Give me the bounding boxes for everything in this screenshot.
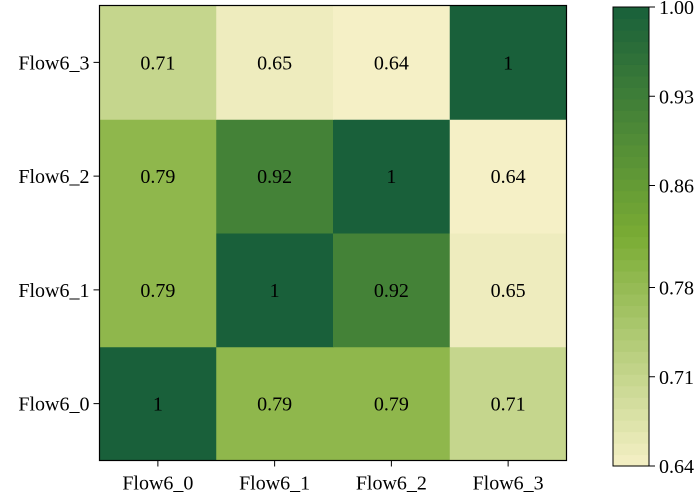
y-tick-label: Flow6_0 [18, 394, 89, 416]
heatmap-cells [99, 5, 567, 461]
heatmap-cell [333, 119, 451, 234]
heatmap-cell [216, 119, 334, 234]
heatmap-cell [449, 119, 567, 234]
cell-value-label: 1 [386, 166, 396, 188]
heatmap-cell [333, 346, 451, 461]
colorbar-band [613, 259, 649, 272]
colorbar-tick-label: 0.78 [659, 278, 694, 300]
colorbar-band [613, 316, 649, 329]
colorbar-band [613, 282, 649, 295]
colorbar-tick-label: 1.00 [659, 0, 694, 19]
colorbar-band [613, 385, 649, 398]
colorbar-band [613, 270, 649, 283]
heatmap-cell [99, 346, 217, 461]
colorbar-band [613, 190, 649, 203]
x-tick-label: Flow6_3 [473, 473, 544, 495]
colorbar-band [613, 64, 649, 77]
cell-value-label: 0.92 [374, 280, 409, 302]
colorbar-band [613, 420, 649, 433]
heatmap-cell [216, 233, 334, 348]
colorbar-band [613, 293, 649, 306]
colorbar-band [613, 213, 649, 226]
heatmap-cell [449, 5, 567, 120]
colorbar-band [613, 339, 649, 352]
heatmap-cell [449, 233, 567, 348]
cell-value-label: 0.71 [140, 52, 175, 74]
heatmap-cell [449, 346, 567, 461]
colorbar-band [613, 454, 649, 467]
cell-value-label: 1 [153, 394, 163, 416]
colorbar-band [613, 351, 649, 364]
heatmap-cell [99, 233, 217, 348]
cell-value-label: 1 [270, 280, 280, 302]
colorbar-band [613, 87, 649, 100]
colorbar-band [613, 41, 649, 54]
colorbar-band [613, 362, 649, 375]
x-tick-label: Flow6_1 [239, 473, 310, 495]
y-tick-label: Flow6_3 [18, 52, 89, 74]
y-axis: Flow6_0 Flow6_1 Flow6_2 Flow6_3 [18, 52, 100, 416]
colorbar-band [613, 156, 649, 169]
colorbar-band [613, 133, 649, 146]
colorbar-band [613, 328, 649, 341]
colorbar-band [613, 408, 649, 421]
colorbar-band [613, 443, 649, 456]
colorbar-band [613, 144, 649, 157]
cell-value-label: 0.65 [257, 52, 292, 74]
colorbar-band [613, 374, 649, 387]
colorbar-band [613, 7, 649, 20]
colorbar-tick-label: 0.71 [659, 367, 694, 389]
y-tick-label: Flow6_2 [18, 166, 89, 188]
y-tick-label: Flow6_1 [18, 280, 89, 302]
colorbar-band [613, 167, 649, 180]
colorbar-band [613, 247, 649, 261]
heatmap-cell [216, 5, 334, 120]
plot-frame [98, 4, 568, 462]
heatmap-cell [99, 119, 217, 234]
heatmap-cell-labels: 1 0.79 0.79 0.71 0.79 1 0.92 0.65 0.79 0.92 1 0.64 0… [140, 52, 525, 415]
heatmap-cell [333, 5, 451, 120]
colorbar-band [613, 431, 649, 444]
colorbar-band [613, 75, 649, 88]
colorbar-band [613, 236, 649, 249]
colorbar-band [613, 202, 649, 215]
x-tick-label: Flow6_2 [356, 473, 427, 495]
colorbar-frame [612, 6, 650, 467]
colorbar-tick-label: 0.64 [659, 456, 694, 478]
cell-value-label: 0.92 [257, 166, 292, 188]
colorbar-band [613, 397, 649, 410]
colorbar-band [613, 29, 649, 43]
colorbar-band [613, 110, 649, 123]
cell-value-label: 0.64 [491, 166, 526, 188]
cell-value-label: 0.79 [374, 394, 409, 416]
colorbar-band [613, 305, 649, 318]
cell-value-label: 0.64 [374, 52, 409, 74]
cell-value-label: 0.79 [140, 280, 175, 302]
colorbar-band [613, 52, 649, 65]
cell-value-label: 0.71 [491, 394, 526, 416]
cell-value-label: 0.79 [257, 394, 292, 416]
colorbar-tick-label: 0.86 [659, 176, 694, 198]
colorbar-band [613, 18, 649, 31]
heatmap-cell [216, 346, 334, 461]
colorbar-band [613, 179, 649, 192]
cell-value-label: 0.65 [491, 280, 526, 302]
heatmap-cell [99, 5, 217, 120]
colorbar-band [613, 121, 649, 134]
x-tick-label: Flow6_0 [122, 473, 193, 495]
heatmap-cell [333, 233, 451, 348]
colorbar-band [613, 98, 649, 111]
x-axis: Flow6_0 Flow6_1 Flow6_2 Flow6_3 [122, 460, 544, 495]
cell-value-label: 1 [503, 52, 513, 74]
colorbar-tick-label: 0.93 [659, 86, 694, 108]
colorbar: 0.64 0.71 0.78 0.86 0.93 1.00 [612, 0, 694, 478]
colorbar-band [613, 225, 649, 238]
cell-value-label: 0.79 [140, 166, 175, 188]
